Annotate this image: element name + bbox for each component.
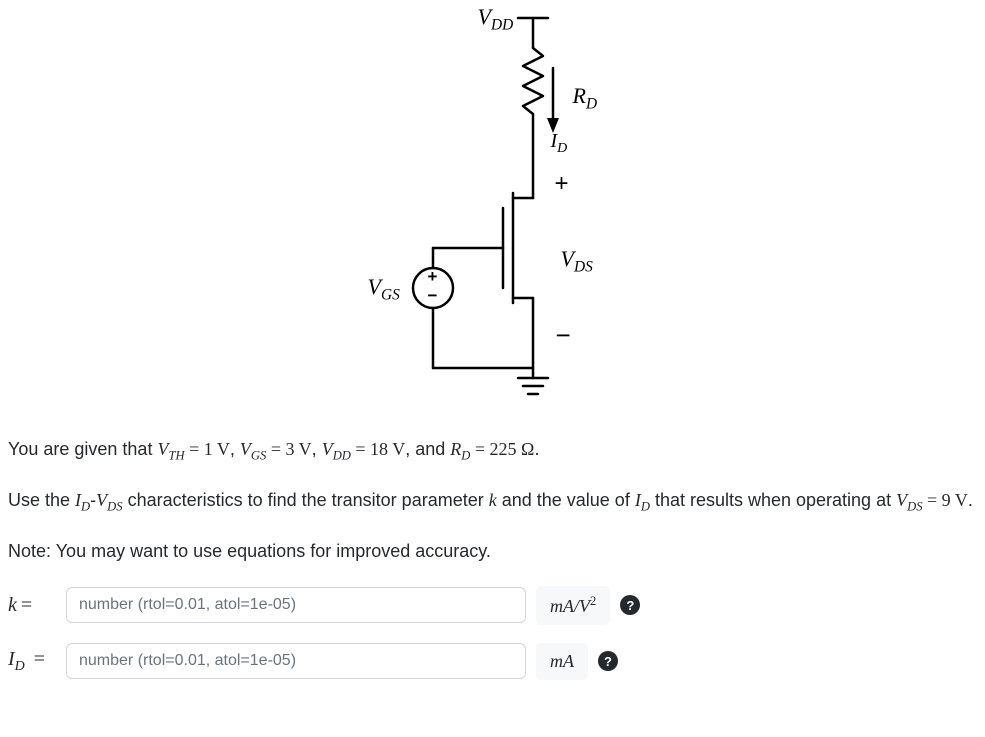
vds-plus: + (555, 170, 569, 198)
id-label: ID (551, 130, 568, 157)
given-text: You are given that VTH = 1 V, VGS = 3 V,… (8, 436, 977, 465)
id-input[interactable] (66, 643, 526, 679)
note-text: Note: You may want to use equations for … (8, 538, 977, 564)
k-unit: mA/V2 (536, 586, 610, 625)
help-icon[interactable]: ? (620, 595, 640, 615)
answer-row-id: ID = mA ? (8, 643, 977, 680)
id-unit: mA (536, 643, 588, 680)
vds-minus: − (556, 320, 571, 351)
vds-label: VDS (561, 246, 593, 276)
id-lhs: ID = (8, 648, 56, 675)
circuit-svg (343, 8, 643, 408)
vgs-src-plus: + (428, 267, 438, 287)
vgs-label: VGS (368, 274, 400, 304)
circuit-diagram: VDD RD ID + VDS − VGS + − (343, 8, 643, 408)
rd-label: RD (573, 83, 598, 113)
k-input[interactable] (66, 587, 526, 623)
answer-row-k: k= mA/V2 ? (8, 586, 977, 625)
k-lhs: k= (8, 594, 56, 617)
instruction-text: Use the ID-VDS characteristics to find t… (8, 487, 977, 516)
vdd-label: VDD (478, 4, 514, 34)
circuit-diagram-container: VDD RD ID + VDS − VGS + − (8, 8, 977, 408)
help-icon[interactable]: ? (598, 651, 618, 671)
vgs-src-minus: − (428, 286, 438, 306)
